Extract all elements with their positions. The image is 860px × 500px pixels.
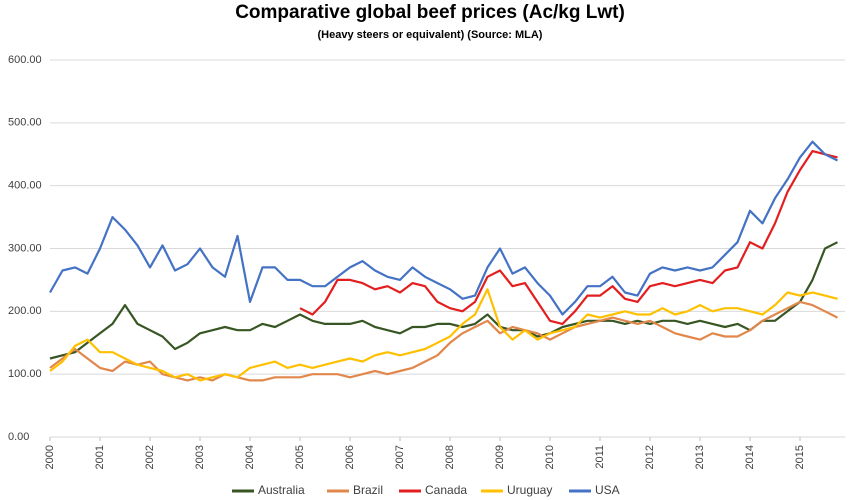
x-tick-label: 2012 <box>644 445 656 469</box>
x-tick-label: 2001 <box>94 445 106 469</box>
series-line <box>49 140 838 316</box>
y-tick-label: 100.00 <box>8 368 42 380</box>
x-tick-label: 2000 <box>44 445 56 469</box>
legend-label: Brazil <box>353 483 383 497</box>
y-tick-label: 0.00 <box>8 431 29 443</box>
y-tick-label: 300.00 <box>8 242 42 254</box>
x-tick-label: 2003 <box>194 445 206 469</box>
x-tick-label: 2014 <box>744 445 756 469</box>
x-tick-label: 2007 <box>394 445 406 469</box>
legend-label: Uruguay <box>507 483 552 497</box>
series-line <box>49 300 838 382</box>
y-tick-label: 600.00 <box>8 54 42 66</box>
x-tick-label: 2004 <box>244 445 256 469</box>
chart-subtitle: (Heavy steers or equivalent) (Source: ML… <box>318 29 543 41</box>
legend-label: USA <box>595 483 620 497</box>
y-tick-label: 500.00 <box>8 117 42 129</box>
x-tick-label: 2010 <box>544 445 556 469</box>
x-tick-label: 2005 <box>294 445 306 469</box>
chart-title: Comparative global beef prices (Ac/kg Lw… <box>235 2 625 23</box>
x-tick-label: 2006 <box>344 445 356 469</box>
series-line <box>49 241 838 360</box>
series-line <box>49 288 838 382</box>
x-tick-label: 2008 <box>444 445 456 469</box>
x-tick-label: 2011 <box>594 445 606 469</box>
series-line <box>299 150 838 325</box>
y-tick-label: 400.00 <box>8 180 42 192</box>
y-tick-label: 200.00 <box>8 305 42 317</box>
x-tick-label: 2015 <box>794 445 806 469</box>
x-tick-label: 2013 <box>694 445 706 469</box>
x-tick-label: 2009 <box>494 445 506 469</box>
legend-label: Canada <box>425 483 467 497</box>
x-tick-label: 2002 <box>144 445 156 469</box>
legend-label: Australia <box>258 483 305 497</box>
